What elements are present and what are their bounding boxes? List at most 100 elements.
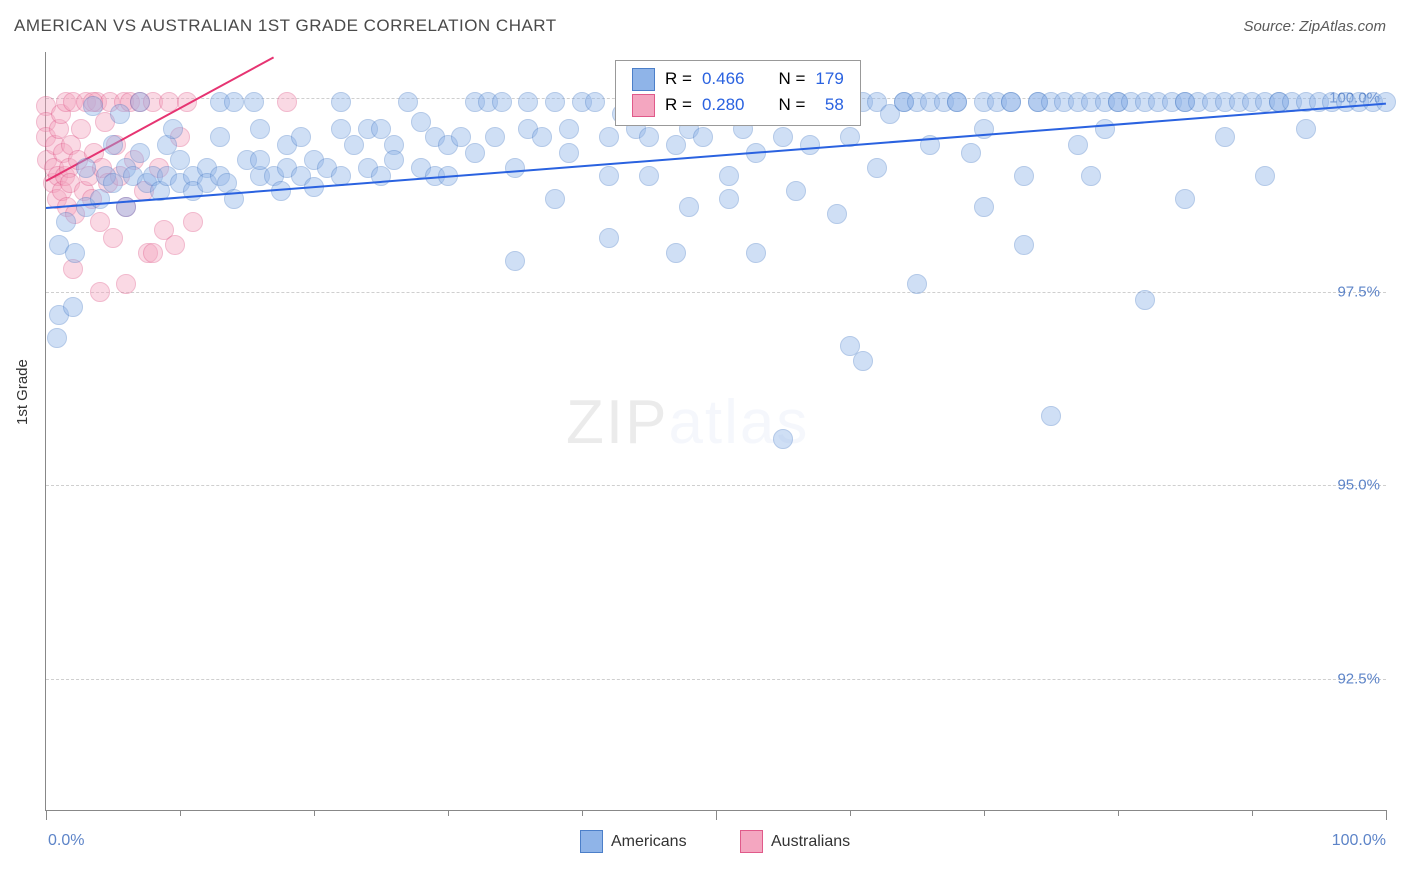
point-americans — [411, 112, 431, 132]
point-americans — [1014, 166, 1034, 186]
chart-container: { "title":"AMERICAN VS AUSTRALIAN 1ST GR… — [0, 0, 1406, 892]
point-americans — [666, 243, 686, 263]
x-tick-major — [1386, 810, 1387, 820]
point-americans — [210, 127, 230, 147]
stat-r-americans: 0.466 — [698, 67, 749, 91]
gridline — [46, 679, 1386, 680]
point-americans — [163, 119, 183, 139]
point-americans — [545, 189, 565, 209]
point-americans — [130, 92, 150, 112]
point-americans — [56, 212, 76, 232]
y-axis-label: 1st Grade — [14, 359, 31, 425]
legend-swatch-americans — [580, 830, 603, 853]
stats-row-australians: R = 0.280 N = 58 — [628, 93, 848, 117]
point-americans — [398, 92, 418, 112]
stat-n-australians: 58 — [811, 93, 847, 117]
point-americans — [505, 251, 525, 271]
chart-source: Source: ZipAtlas.com — [1243, 18, 1386, 35]
point-australians — [183, 212, 203, 232]
point-americans — [773, 127, 793, 147]
point-americans — [907, 274, 927, 294]
point-americans — [693, 127, 713, 147]
point-americans — [465, 143, 485, 163]
point-americans — [559, 119, 579, 139]
point-americans — [840, 336, 860, 356]
gridline — [46, 292, 1386, 293]
y-tick-label: 97.5% — [1337, 283, 1380, 300]
point-americans — [800, 135, 820, 155]
watermark: ZIPatlas — [566, 387, 809, 458]
point-americans — [331, 119, 351, 139]
point-americans — [639, 127, 659, 147]
point-americans — [559, 143, 579, 163]
point-australians — [143, 243, 163, 263]
y-tick-label: 95.0% — [1337, 477, 1380, 494]
point-americans — [545, 92, 565, 112]
x-tick-minor — [180, 810, 181, 816]
x-tick-minor — [984, 810, 985, 816]
point-americans — [1296, 119, 1316, 139]
point-australians — [90, 282, 110, 302]
x-tick-minor — [1252, 810, 1253, 816]
point-americans — [485, 127, 505, 147]
point-americans — [974, 197, 994, 217]
point-australians — [277, 92, 297, 112]
point-americans — [1001, 92, 1021, 112]
point-americans — [83, 96, 103, 116]
point-americans — [1135, 290, 1155, 310]
point-americans — [599, 127, 619, 147]
point-americans — [63, 297, 83, 317]
point-americans — [746, 243, 766, 263]
x-tick-minor — [448, 810, 449, 816]
legend-item-americans: Americans — [580, 830, 687, 853]
legend-label-americans: Americans — [611, 833, 687, 851]
legend-swatch-australians — [740, 830, 763, 853]
point-americans — [90, 189, 110, 209]
point-americans — [786, 181, 806, 201]
point-americans — [103, 135, 123, 155]
point-americans — [853, 351, 873, 371]
point-americans — [639, 166, 659, 186]
x-tick-major — [46, 810, 47, 820]
legend-item-australians: Australians — [740, 830, 850, 853]
point-americans — [679, 197, 699, 217]
stats-swatch-australians — [632, 94, 655, 117]
point-americans — [224, 92, 244, 112]
stats-row-americans: R = 0.466 N = 179 — [628, 67, 848, 91]
point-australians — [71, 119, 91, 139]
point-americans — [1215, 127, 1235, 147]
point-americans — [1014, 235, 1034, 255]
x-axis-label-left: 0.0% — [48, 832, 84, 850]
point-americans — [867, 158, 887, 178]
stat-n-americans: 179 — [811, 67, 847, 91]
point-americans — [492, 92, 512, 112]
x-axis-label-right: 100.0% — [1332, 832, 1386, 850]
x-tick-minor — [850, 810, 851, 816]
point-americans — [1068, 135, 1088, 155]
point-americans — [344, 135, 364, 155]
point-americans — [947, 92, 967, 112]
point-americans — [1041, 406, 1061, 426]
point-americans — [666, 135, 686, 155]
point-americans — [719, 189, 739, 209]
point-americans — [585, 92, 605, 112]
stat-r-australians: 0.280 — [698, 93, 749, 117]
stats-swatch-americans — [632, 68, 655, 91]
chart-title: AMERICAN VS AUSTRALIAN 1ST GRADE CORRELA… — [14, 16, 557, 36]
point-americans — [65, 243, 85, 263]
point-americans — [244, 92, 264, 112]
point-australians — [116, 274, 136, 294]
point-americans — [599, 166, 619, 186]
point-americans — [331, 92, 351, 112]
point-americans — [371, 119, 391, 139]
point-australians — [103, 228, 123, 248]
point-americans — [532, 127, 552, 147]
point-australians — [165, 235, 185, 255]
point-americans — [505, 158, 525, 178]
point-americans — [384, 150, 404, 170]
point-americans — [719, 166, 739, 186]
point-americans — [1081, 166, 1101, 186]
x-tick-minor — [1118, 810, 1119, 816]
point-americans — [47, 328, 67, 348]
point-americans — [518, 92, 538, 112]
